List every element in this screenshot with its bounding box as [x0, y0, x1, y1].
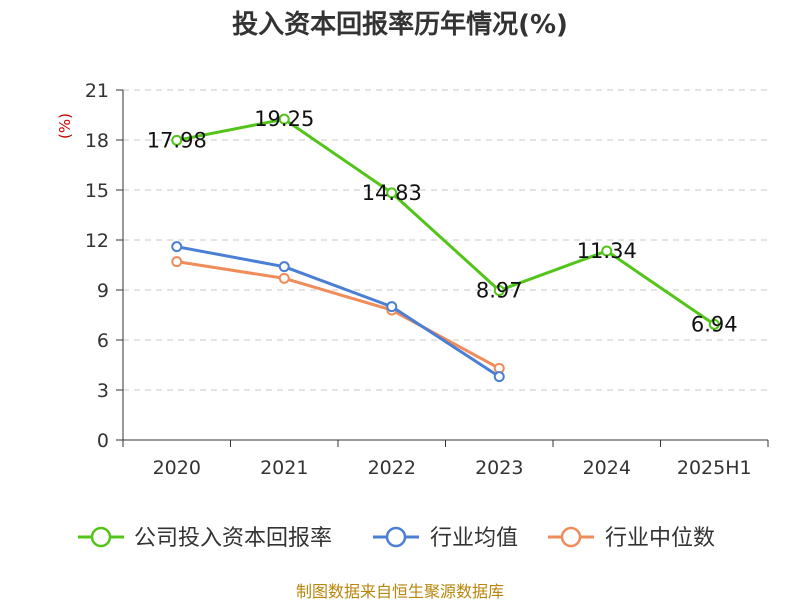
legend-swatch-marker [385, 526, 407, 548]
data-point [278, 261, 290, 273]
x-tick-label: 2025H1 [677, 457, 752, 479]
legend-swatch-marker [560, 526, 582, 548]
y-tick-label: 0 [97, 430, 109, 452]
y-axis-unit: (%) [56, 113, 74, 139]
x-tick-label: 2021 [260, 457, 308, 479]
data-label: 14.83 [362, 181, 422, 205]
x-tick-label: 2022 [368, 457, 416, 479]
x-tick-label: 2024 [583, 457, 631, 479]
data-point [493, 285, 505, 296]
data-point [278, 113, 290, 125]
data-label: 6.94 [691, 312, 738, 336]
data-point [278, 272, 290, 284]
series-line [176, 260, 500, 370]
legend-item-label: 公司投入资本回报率 [134, 526, 332, 551]
data-point [493, 371, 505, 383]
source-note: 制图数据来自恒生聚源数据库 [295, 582, 504, 601]
y-tick-label: 3 [97, 380, 109, 402]
data-point [708, 318, 720, 330]
y-tick-label: 12 [85, 230, 109, 252]
y-tick-label: 15 [85, 180, 109, 202]
data-point [386, 187, 398, 199]
chart-title: 投入资本回报率历年情况(%) [232, 10, 568, 40]
y-tick-label: 18 [85, 130, 109, 152]
data-point [386, 301, 398, 313]
data-label: 19.25 [254, 107, 314, 131]
legend-item-label: 行业中位数 [605, 526, 715, 551]
y-tick-label: 9 [97, 280, 109, 302]
series-line [176, 245, 501, 378]
legend-item-label: 行业均值 [430, 526, 518, 551]
series-line [176, 117, 716, 326]
data-point [171, 241, 183, 253]
data-label: 11.34 [577, 239, 637, 263]
x-tick-label: 2023 [475, 457, 523, 479]
y-tick-label: 6 [97, 330, 109, 352]
data-label: 8.97 [476, 279, 523, 303]
y-tick-label: 21 [85, 80, 109, 102]
data-label: 17.98 [147, 128, 207, 152]
x-tick-label: 2020 [153, 457, 201, 479]
data-point [171, 134, 183, 146]
data-point [601, 245, 613, 257]
data-point [171, 256, 183, 268]
legend-swatch-marker [90, 526, 112, 548]
